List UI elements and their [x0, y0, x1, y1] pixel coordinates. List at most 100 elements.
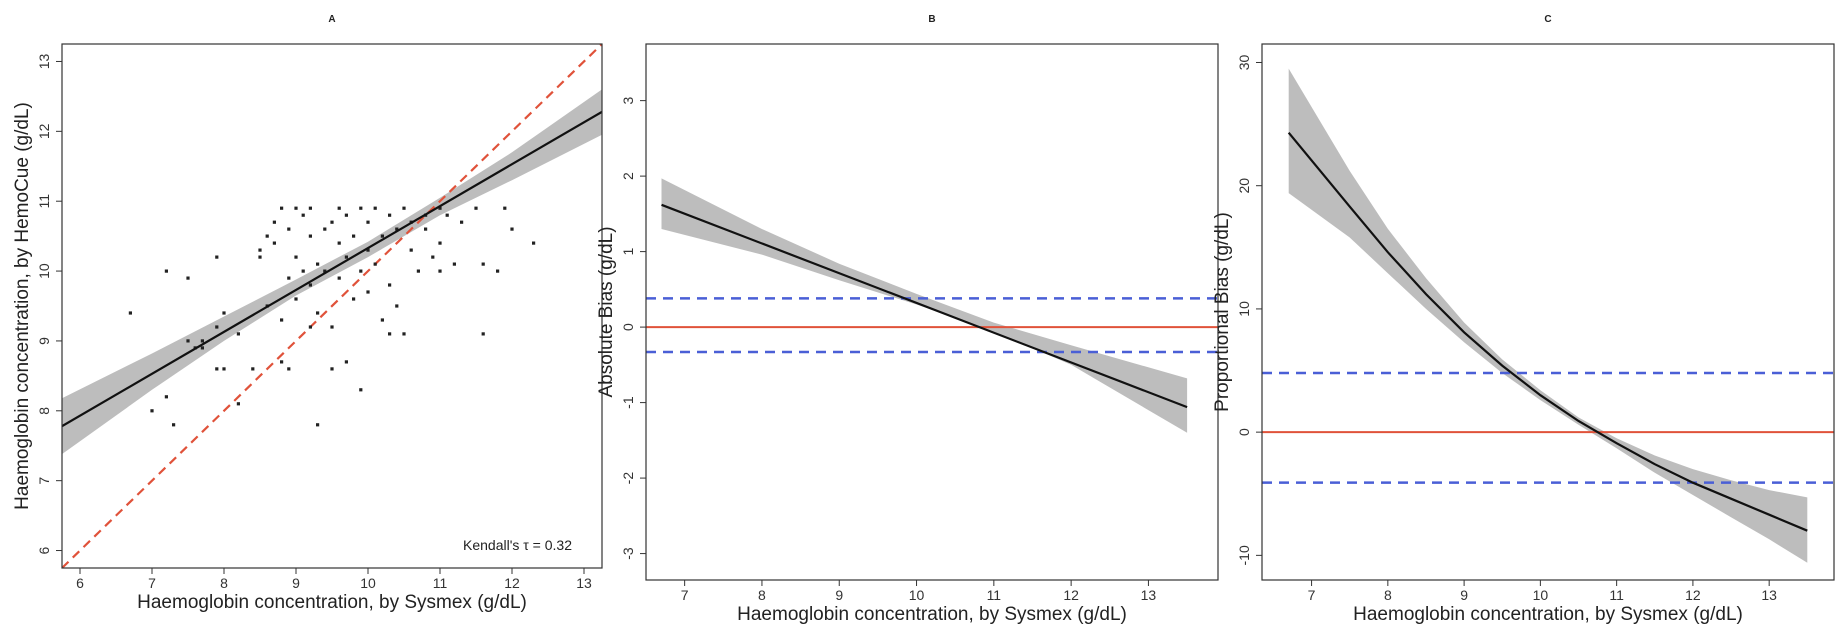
- x-tick-label: 8: [758, 587, 766, 603]
- data-point: [294, 255, 298, 259]
- data-point: [222, 311, 226, 315]
- data-point: [301, 269, 305, 273]
- data-point: [294, 297, 298, 301]
- x-axis-title: Haemoglobin concentration, by Sysmex (g/…: [737, 604, 1127, 625]
- data-point: [215, 255, 219, 259]
- data-point: [280, 206, 284, 210]
- fit-line: [661, 203, 1188, 409]
- y-tick-label: 20: [1236, 178, 1252, 194]
- data-point: [308, 325, 312, 329]
- x-tick-label: 10: [1533, 587, 1549, 603]
- data-point: [409, 248, 413, 252]
- x-tick-label: 7: [1308, 587, 1316, 603]
- data-point: [186, 339, 190, 343]
- data-point: [308, 283, 312, 287]
- plot-frame: [645, 43, 1219, 581]
- x-tick-label: 8: [220, 575, 228, 591]
- data-point: [452, 262, 456, 266]
- data-point: [150, 409, 154, 413]
- x-tick-label: 9: [1460, 587, 1468, 603]
- data-point: [424, 227, 428, 231]
- data-point: [172, 423, 176, 427]
- x-axis-title: Haemoglobin concentration, by Sysmex (g/…: [137, 592, 527, 613]
- data-point: [316, 262, 320, 266]
- panel-title: B: [928, 14, 935, 25]
- y-tick-label: 30: [1236, 54, 1252, 70]
- x-tick-label: 6: [76, 575, 84, 591]
- y-tick-label: 8: [36, 407, 52, 415]
- x-tick-label: 8: [1384, 587, 1392, 603]
- x-tick-label: 11: [433, 575, 448, 591]
- plot-area: [646, 178, 1218, 433]
- data-point: [373, 262, 377, 266]
- data-point: [438, 269, 442, 273]
- confidence-band: [1288, 68, 1808, 563]
- y-tick-label: 0: [620, 323, 636, 331]
- x-tick-label: 11: [987, 587, 1002, 603]
- data-point: [510, 227, 514, 231]
- y-tick-label: 3: [620, 97, 636, 105]
- data-point: [316, 311, 320, 315]
- x-tick-label: 13: [576, 575, 592, 591]
- data-point: [330, 325, 334, 329]
- y-tick-label: -1: [620, 396, 636, 409]
- data-point: [416, 269, 420, 273]
- data-point: [395, 227, 399, 231]
- data-point: [323, 227, 327, 231]
- plot-frame: [61, 43, 603, 569]
- x-tick-label: 12: [1063, 587, 1079, 603]
- data-point: [388, 213, 392, 217]
- data-point: [402, 206, 406, 210]
- data-point: [388, 332, 392, 336]
- data-point: [344, 255, 348, 259]
- panel-title: C: [1544, 14, 1551, 25]
- y-tick-label: 6: [36, 546, 52, 554]
- x-tick-label: 9: [292, 575, 300, 591]
- data-point: [265, 234, 269, 238]
- identity-line: [62, 44, 602, 568]
- kendall-annotation: Kendall's τ = 0.32: [463, 537, 572, 553]
- y-tick-label: 12: [36, 123, 52, 139]
- x-tick-label: 10: [909, 587, 925, 603]
- data-point: [503, 206, 507, 210]
- data-point: [337, 241, 341, 245]
- data-point: [395, 304, 399, 308]
- data-point: [258, 248, 262, 252]
- data-point: [287, 227, 291, 231]
- plot-area: [1262, 68, 1834, 563]
- y-tick-label: 0: [1236, 428, 1252, 436]
- data-point: [200, 346, 204, 350]
- data-point: [366, 248, 370, 252]
- x-tick-label: 11: [1609, 587, 1624, 603]
- x-tick-label: 12: [504, 575, 520, 591]
- data-point: [330, 220, 334, 224]
- x-tick-label: 7: [681, 587, 689, 603]
- y-tick-label: 13: [36, 53, 52, 69]
- data-point: [164, 395, 168, 399]
- data-point: [366, 220, 370, 224]
- data-point: [359, 206, 363, 210]
- data-point: [323, 269, 327, 273]
- plot-area: [62, 44, 602, 568]
- data-point: [301, 213, 305, 217]
- y-tick-label: 9: [36, 337, 52, 345]
- data-point: [359, 388, 363, 392]
- data-point: [337, 276, 341, 280]
- data-point: [359, 269, 363, 273]
- data-point: [380, 234, 384, 238]
- y-tick-label: -2: [620, 472, 636, 485]
- y-tick-label: -3: [620, 547, 636, 560]
- y-axis-title: Absolute Bias (g/dL): [596, 226, 617, 397]
- data-point: [496, 269, 500, 273]
- data-point: [388, 283, 392, 287]
- x-tick-label: 13: [1141, 587, 1157, 603]
- data-point: [344, 213, 348, 217]
- data-point: [308, 234, 312, 238]
- data-point: [128, 311, 132, 315]
- y-axis-title: Haemoglobin concentration, by HemoCue (g…: [12, 102, 33, 510]
- data-point: [280, 318, 284, 322]
- data-point: [272, 220, 276, 224]
- data-point: [280, 360, 284, 364]
